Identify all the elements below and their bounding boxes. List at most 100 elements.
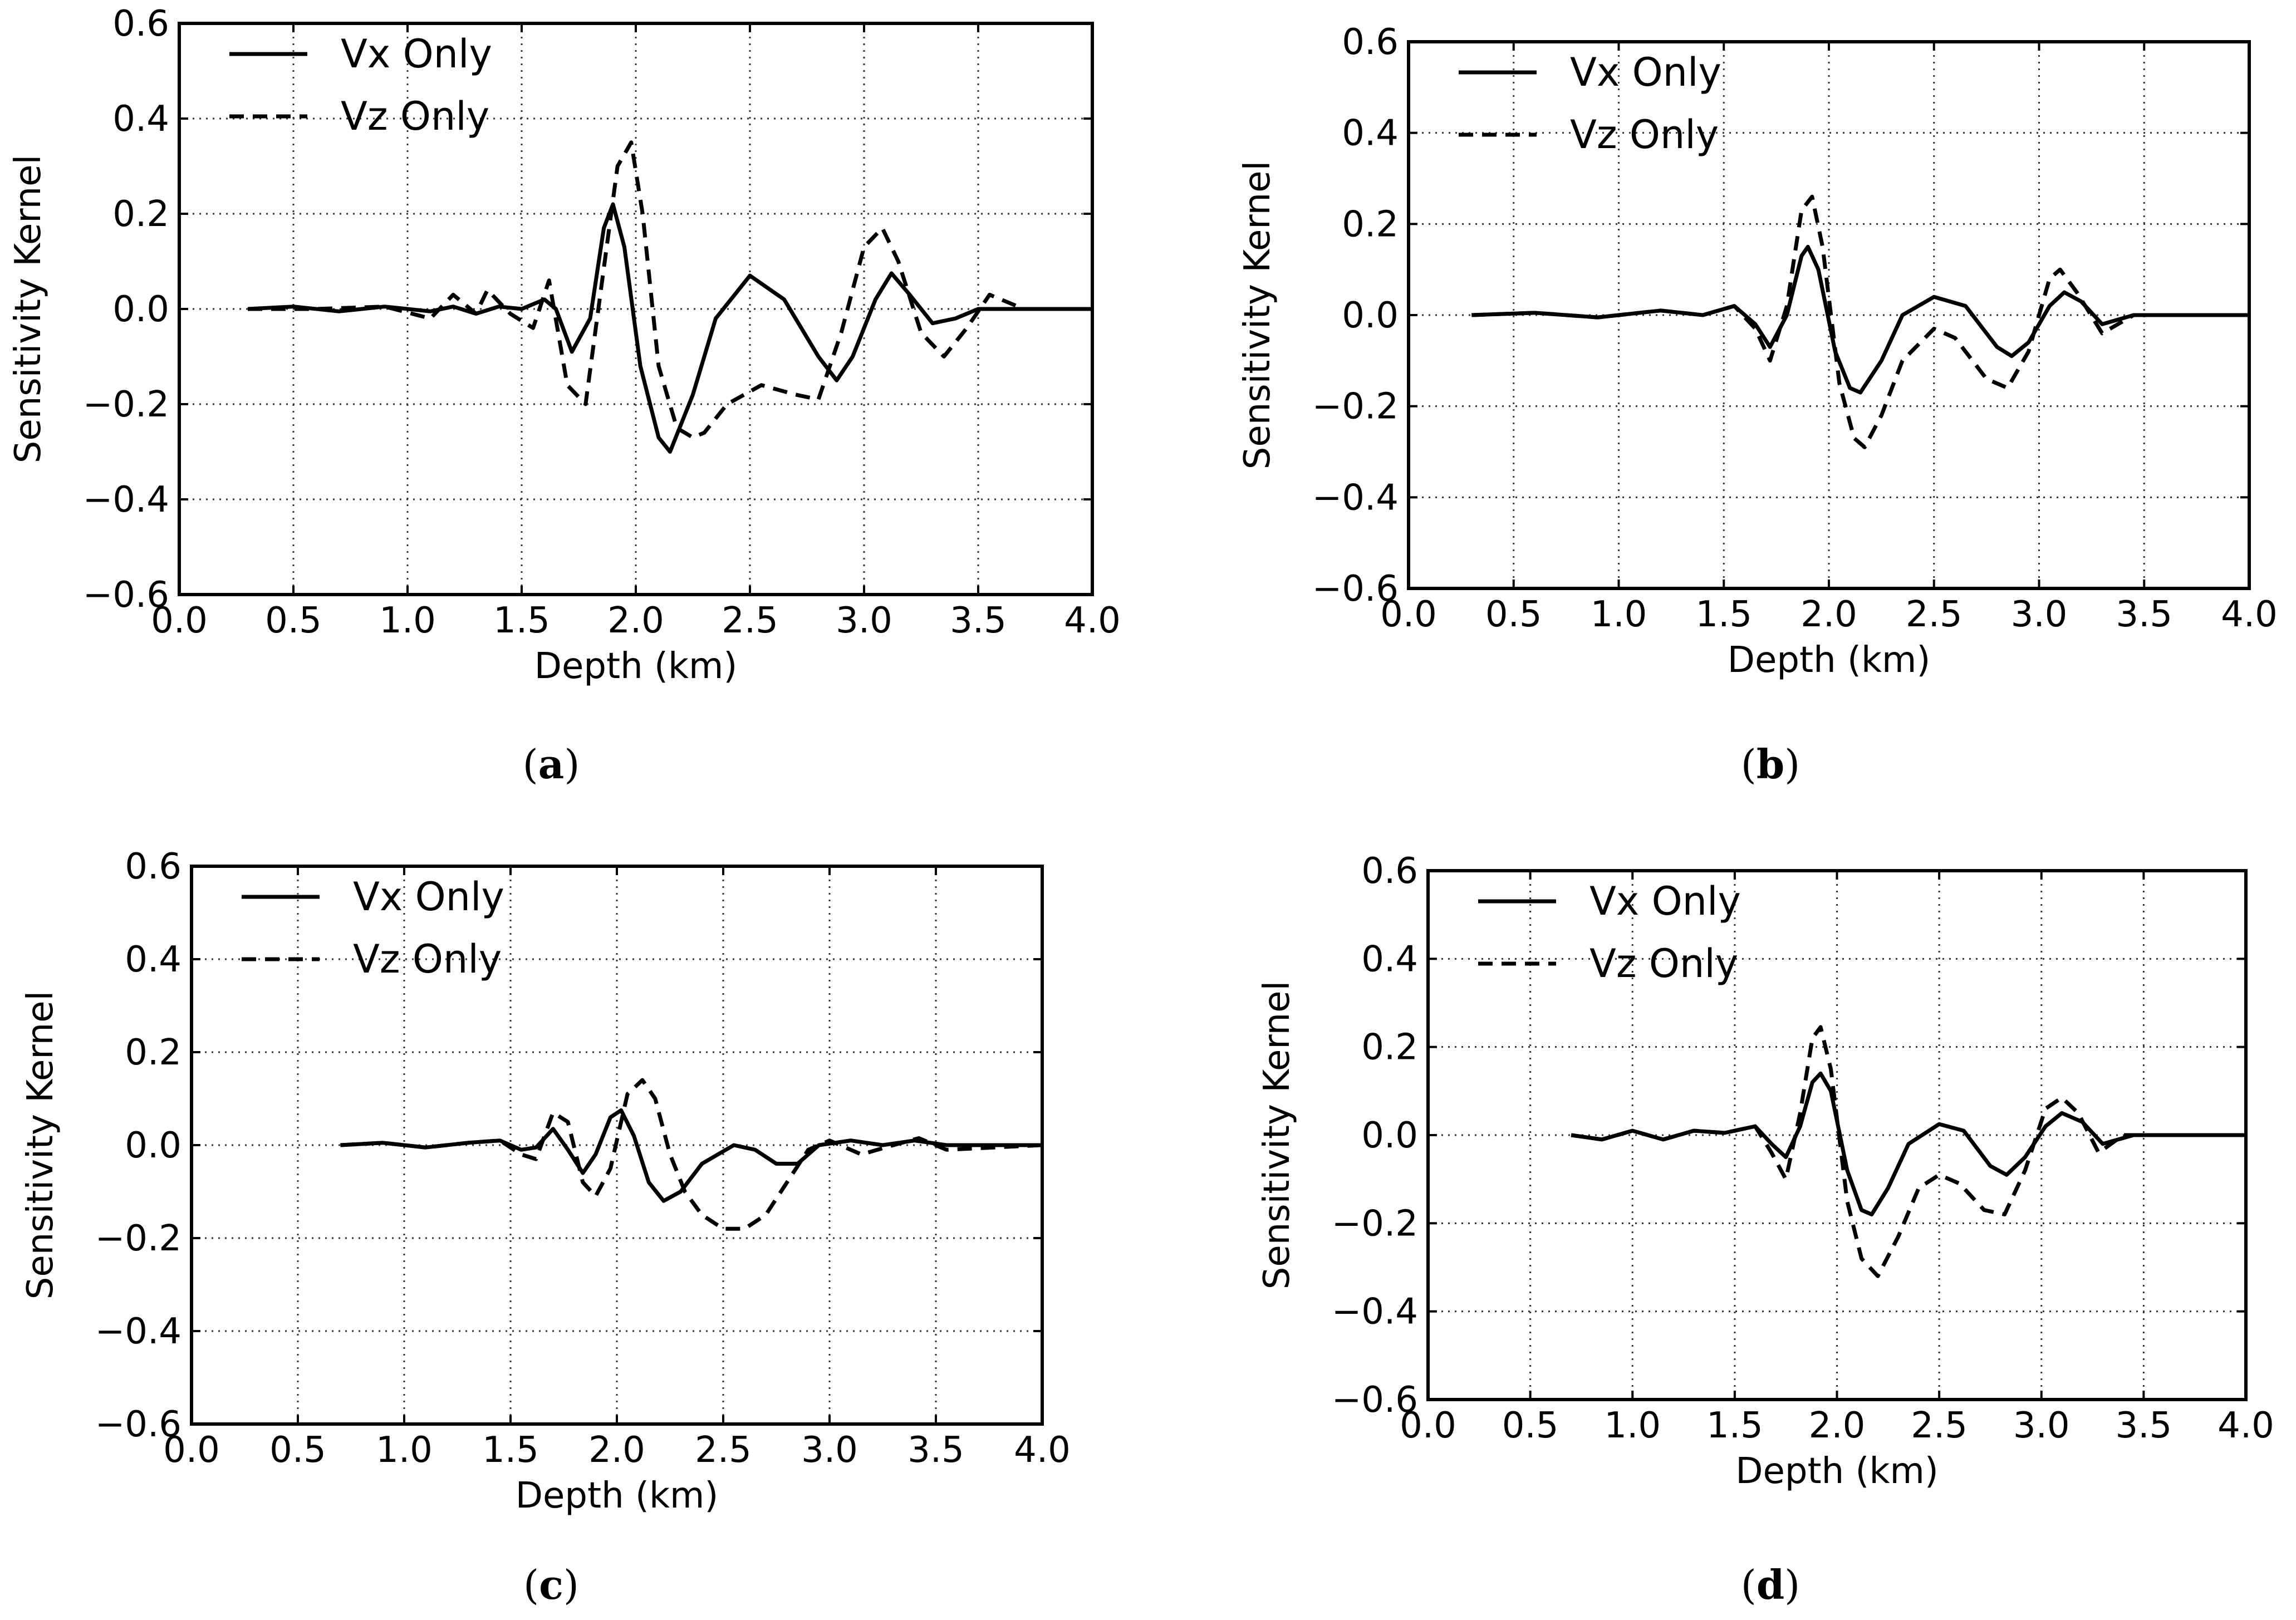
- panel-caption: (d): [1741, 1561, 1801, 1608]
- x-tick-label: 4.0: [1064, 600, 1121, 641]
- y-tick-label: 0.0: [1342, 295, 1399, 336]
- x-axis-label: Depth (km): [1728, 640, 1931, 681]
- x-tick-label: 2.5: [695, 1430, 752, 1471]
- x-tick-label: 0.0: [1400, 1405, 1456, 1446]
- x-tick-label: 0.0: [163, 1430, 220, 1471]
- x-tick-label: 1.0: [376, 1430, 433, 1471]
- y-tick-label: −0.2: [83, 384, 169, 425]
- plot-frame: [178, 22, 1094, 596]
- series-line-vx-only: [1471, 244, 2249, 395]
- x-tick-label: 0.0: [151, 600, 208, 641]
- legend-label: Vx Only: [341, 31, 492, 77]
- series-line-vx-only: [247, 202, 1092, 454]
- x-tick-label: 1.5: [493, 600, 550, 641]
- y-axis-label: Sensitivity Kernel: [1237, 161, 1278, 470]
- y-tick-label: −0.4: [1312, 477, 1399, 518]
- plot-frame: [1426, 869, 2248, 1401]
- series-line-vx-only: [1571, 1071, 2246, 1216]
- x-tick-label: 2.5: [1906, 594, 1963, 635]
- panel-caption: (a): [523, 740, 580, 788]
- legend-label: Vz Only: [353, 936, 502, 982]
- x-tick-label: 1.0: [1604, 1405, 1661, 1446]
- y-tick-label: 0.4: [125, 939, 181, 980]
- x-tick-label: 2.5: [1911, 1405, 1968, 1446]
- y-tick-label: −0.4: [83, 479, 169, 521]
- panel-b: 0.0 0.5 1.0 1.5 2.0 2.5 3.0 3.5 4.00.60.40.20.0−…: [1237, 22, 2278, 788]
- x-tick-label: 0.0: [1380, 594, 1437, 635]
- x-tick-label: 1.0: [1591, 594, 1647, 635]
- plot-frame: [190, 865, 1044, 1426]
- x-tick-label: 3.0: [836, 600, 892, 641]
- x-axis-label: Depth (km): [516, 1475, 719, 1516]
- x-tick-label: 3.5: [2115, 1405, 2172, 1446]
- y-axis-label: Sensitivity Kernel: [20, 991, 61, 1300]
- x-tick-label: 3.0: [2011, 594, 2068, 635]
- legend-label: Vz Only: [1589, 941, 1738, 986]
- x-axis-label: Depth (km): [1735, 1451, 1939, 1492]
- x-tick-label: 1.0: [379, 600, 436, 641]
- x-tick-label: 3.5: [950, 600, 1007, 641]
- y-tick-label: 0.2: [125, 1032, 181, 1073]
- y-tick-label: 0.2: [112, 194, 169, 235]
- y-axis-label: Sensitivity Kernel: [8, 155, 49, 464]
- x-tick-label: 1.5: [482, 1430, 539, 1471]
- legend-label: Vz Only: [1570, 112, 1719, 158]
- y-tick-label: 0.6: [1361, 851, 1418, 892]
- y-tick-label: −0.6: [1332, 1380, 1418, 1421]
- x-tick-label: 3.0: [2013, 1405, 2070, 1446]
- x-tick-label: 2.5: [722, 600, 778, 641]
- y-tick-label: 0.4: [1342, 113, 1399, 154]
- x-tick-label: 2.0: [1809, 1405, 1866, 1446]
- x-tick-label: 1.5: [1706, 1405, 1763, 1446]
- y-tick-label: 0.4: [1361, 939, 1418, 980]
- x-tick-label: 1.5: [1695, 594, 1752, 635]
- x-axis-label: Depth (km): [534, 646, 738, 687]
- series-line-vz-only: [1471, 194, 2249, 449]
- x-tick-label: 3.5: [907, 1430, 964, 1471]
- y-tick-label: 0.2: [1361, 1027, 1418, 1068]
- series-line-vz-only: [340, 1078, 1043, 1231]
- panel-c: 0.0 0.5 1.0 1.5 2.0 2.5 3.0 3.5 4.00.60.40.20.0−…: [20, 846, 1071, 1608]
- y-tick-label: −0.4: [1332, 1292, 1418, 1333]
- legend-label: Vx Only: [1570, 50, 1721, 95]
- y-tick-label: −0.4: [95, 1311, 181, 1352]
- series-line-vz-only: [248, 140, 1092, 440]
- y-tick-label: 0.4: [112, 99, 169, 140]
- x-tick-label: 0.5: [1502, 1405, 1559, 1446]
- y-tick-label: −0.6: [83, 575, 169, 616]
- panel-caption: (c): [523, 1561, 579, 1608]
- y-tick-label: −0.2: [1312, 386, 1399, 428]
- y-tick-label: −0.2: [95, 1218, 181, 1259]
- y-tick-label: −0.6: [95, 1404, 181, 1445]
- panel-caption: (b): [1741, 740, 1801, 788]
- series-line-vx-only: [340, 1108, 1042, 1203]
- legend-label: Vz Only: [341, 94, 489, 139]
- y-tick-label: 0.6: [125, 846, 181, 887]
- legend-label: Vx Only: [1589, 878, 1741, 924]
- x-tick-label: 0.5: [1485, 594, 1542, 635]
- y-tick-label: −0.6: [1312, 568, 1399, 610]
- x-tick-label: 4.0: [2217, 1405, 2274, 1446]
- x-tick-label: 0.5: [269, 1430, 326, 1471]
- y-tick-label: −0.2: [1332, 1203, 1418, 1244]
- x-tick-label: 0.5: [265, 600, 322, 641]
- y-tick-label: 0.0: [1361, 1115, 1418, 1156]
- panel-a: 0.0 0.5 1.0 1.5 2.0 2.5 3.0 3.5 4.00.60.40.20.0−…: [8, 3, 1121, 788]
- x-tick-label: 4.0: [2221, 594, 2278, 635]
- y-tick-label: 0.2: [1342, 204, 1399, 245]
- legend-label: Vx Only: [353, 874, 504, 920]
- x-tick-label: 2.0: [1801, 594, 1857, 635]
- panel-d: 0.0 0.5 1.0 1.5 2.0 2.5 3.0 3.5 4.00.60.40.20.0−…: [1257, 851, 2274, 1608]
- y-tick-label: 0.0: [125, 1125, 181, 1166]
- y-tick-label: 0.0: [112, 289, 169, 330]
- x-tick-label: 3.0: [801, 1430, 858, 1471]
- x-tick-label: 2.0: [607, 600, 664, 641]
- x-tick-label: 2.0: [588, 1430, 645, 1471]
- x-tick-label: 3.5: [2116, 594, 2172, 635]
- x-tick-label: 4.0: [1014, 1430, 1071, 1471]
- y-axis-label: Sensitivity Kernel: [1257, 981, 1298, 1290]
- y-tick-label: 0.6: [1342, 22, 1399, 63]
- series-line-vz-only: [1571, 1025, 2246, 1278]
- y-tick-label: 0.6: [112, 3, 169, 45]
